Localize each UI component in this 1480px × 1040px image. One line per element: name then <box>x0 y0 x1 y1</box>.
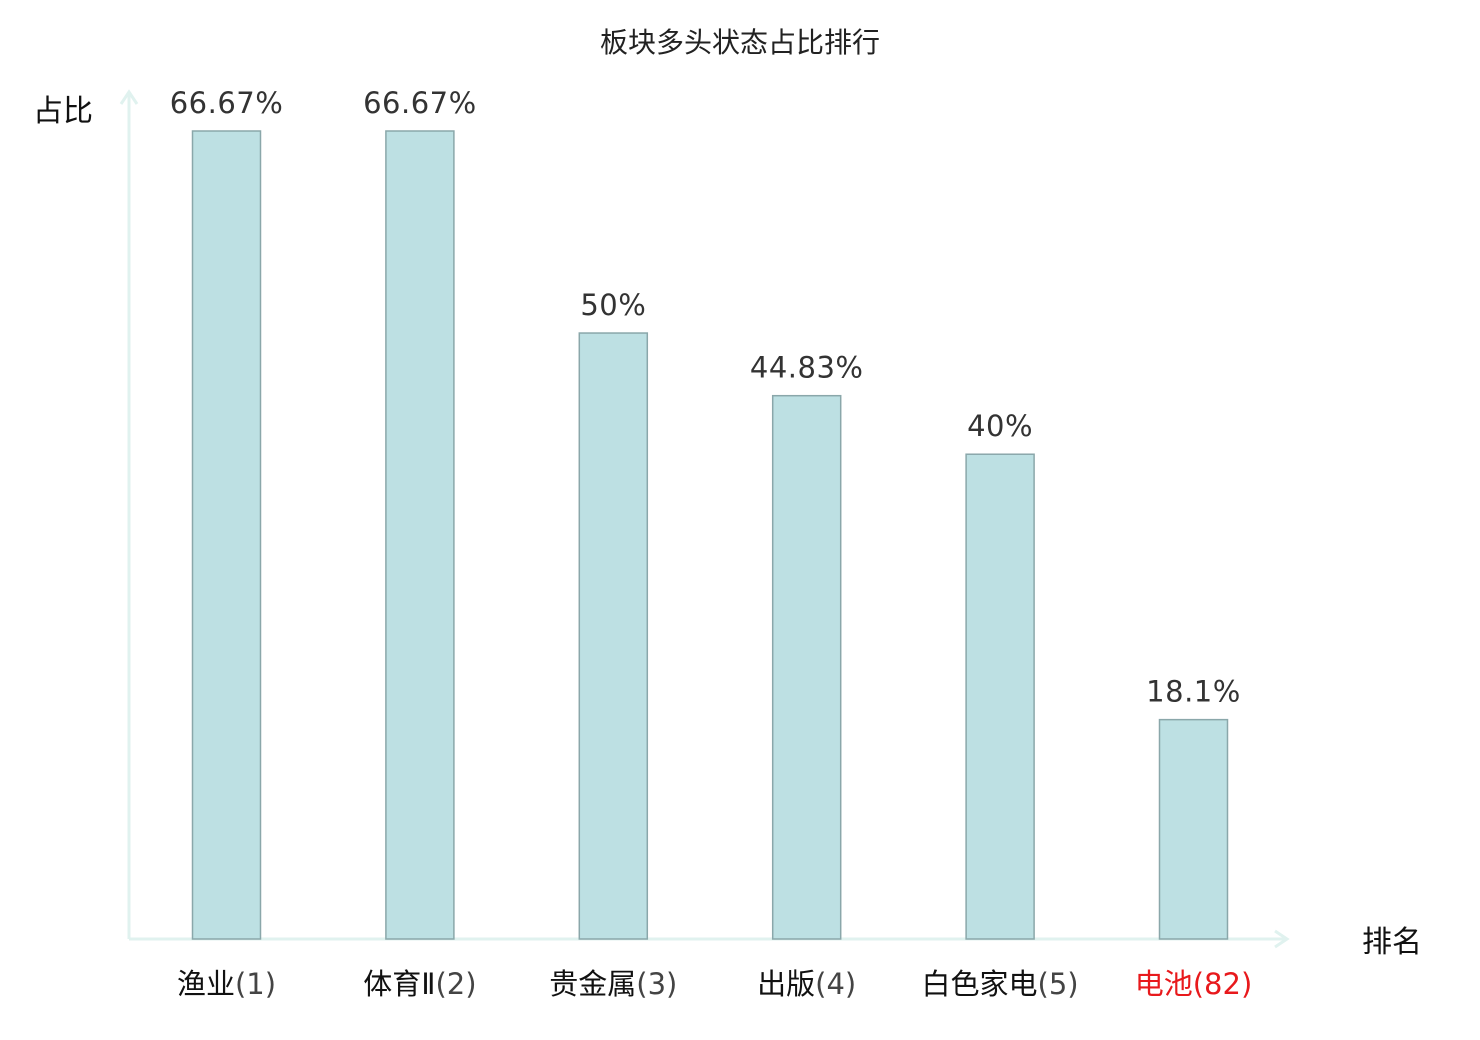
category-label-1: 渔业(1) <box>177 967 276 1001</box>
category-rank: (2) <box>435 967 476 1001</box>
category-rank: (5) <box>1038 967 1079 1001</box>
value-label-2: 66.67% <box>363 86 477 120</box>
bar-1 <box>191 130 262 940</box>
category-name: 体育Ⅱ <box>363 967 435 1001</box>
category-labels: 渔业(1) 体育Ⅱ(2) 贵金属(3) 出版(4) 白色家电(5) 电池(82) <box>177 967 1252 1001</box>
axes <box>119 89 1290 949</box>
value-label-6: 18.1% <box>1146 675 1241 709</box>
category-name: 白色家电 <box>922 967 1038 1001</box>
category-label-5: 白色家电(5) <box>922 967 1079 1001</box>
category-rank: (3) <box>636 967 677 1001</box>
bar-4 <box>771 394 842 940</box>
bars <box>191 130 1229 940</box>
y-axis-label: 占比 <box>33 94 93 129</box>
x-axis-arrow <box>1274 929 1290 949</box>
value-label-4: 44.83% <box>750 351 864 385</box>
value-label-1: 66.67% <box>170 86 284 120</box>
value-label-5: 40% <box>967 409 1033 443</box>
category-rank: (4) <box>815 967 856 1001</box>
bar-3 <box>578 332 649 940</box>
category-label-3: 贵金属(3) <box>549 967 677 1001</box>
chart-title: 板块多头状态占比排行 <box>600 26 880 59</box>
category-name: 贵金属 <box>549 967 636 1001</box>
x-axis-label: 排名 <box>1362 925 1422 960</box>
category-rank: (1) <box>235 967 276 1001</box>
category-label-2: 体育Ⅱ(2) <box>363 967 476 1001</box>
bar-6 <box>1158 718 1229 940</box>
category-rank: (82) <box>1193 967 1253 1001</box>
category-label-4: 出版(4) <box>757 967 856 1001</box>
y-axis-arrow <box>119 89 139 105</box>
bar-5 <box>965 453 1035 940</box>
category-label-6: 电池(82) <box>1135 967 1253 1001</box>
value-label-3: 50% <box>580 288 646 322</box>
value-labels: 66.67% 66.67% 50% 44.83% 40% 18.1% <box>170 86 1241 709</box>
category-name: 渔业 <box>177 967 235 1001</box>
category-name: 出版 <box>757 967 815 1001</box>
bar-2 <box>385 130 455 940</box>
category-name: 电池 <box>1135 967 1193 1001</box>
